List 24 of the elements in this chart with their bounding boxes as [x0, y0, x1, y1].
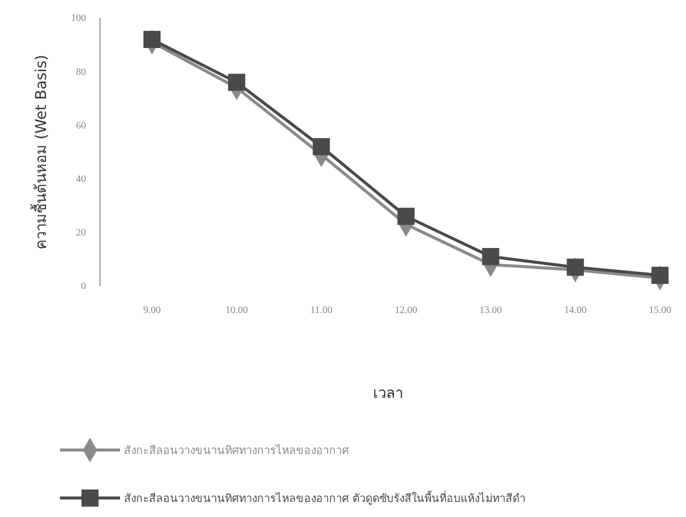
y-tick-label: 80 [76, 66, 86, 78]
point [312, 138, 330, 156]
point [482, 248, 500, 266]
y-axis-title: ความชื้นต้นหอม (Wet Basis) [30, 54, 50, 250]
point [566, 258, 584, 276]
x-tick-label: 11.00 [310, 305, 332, 316]
x-tick-label: 9.00 [143, 305, 161, 316]
y-tick-label: 40 [76, 174, 86, 185]
y-tick-label: 100 [71, 13, 86, 24]
point [143, 30, 161, 48]
x-tick-label: 12.00 [394, 305, 418, 316]
point [651, 266, 669, 284]
x-axis-title: เวลา [373, 384, 403, 402]
legend-label: สังกะสีลอนวางขนานทิศทางการไหลของอากาศ ตัวดูดซับรังสีในพื้นที่อบแห้งไม่ทาสีดำ [124, 490, 526, 505]
y-tick-label: 60 [76, 120, 86, 132]
x-tick-label: 15.00 [648, 305, 672, 316]
y-tick-label: 20 [76, 228, 86, 239]
x-tick-label: 13.00 [479, 305, 502, 316]
x-tick-label: 14.00 [564, 305, 587, 316]
point [228, 74, 246, 91]
y-tick-label: 0 [81, 281, 86, 292]
point [397, 208, 415, 225]
x-tick-label: 10.00 [225, 305, 248, 316]
text: สังกะสีลอนวางขนานทิศทางการไหลของอากาศ [124, 444, 349, 457]
